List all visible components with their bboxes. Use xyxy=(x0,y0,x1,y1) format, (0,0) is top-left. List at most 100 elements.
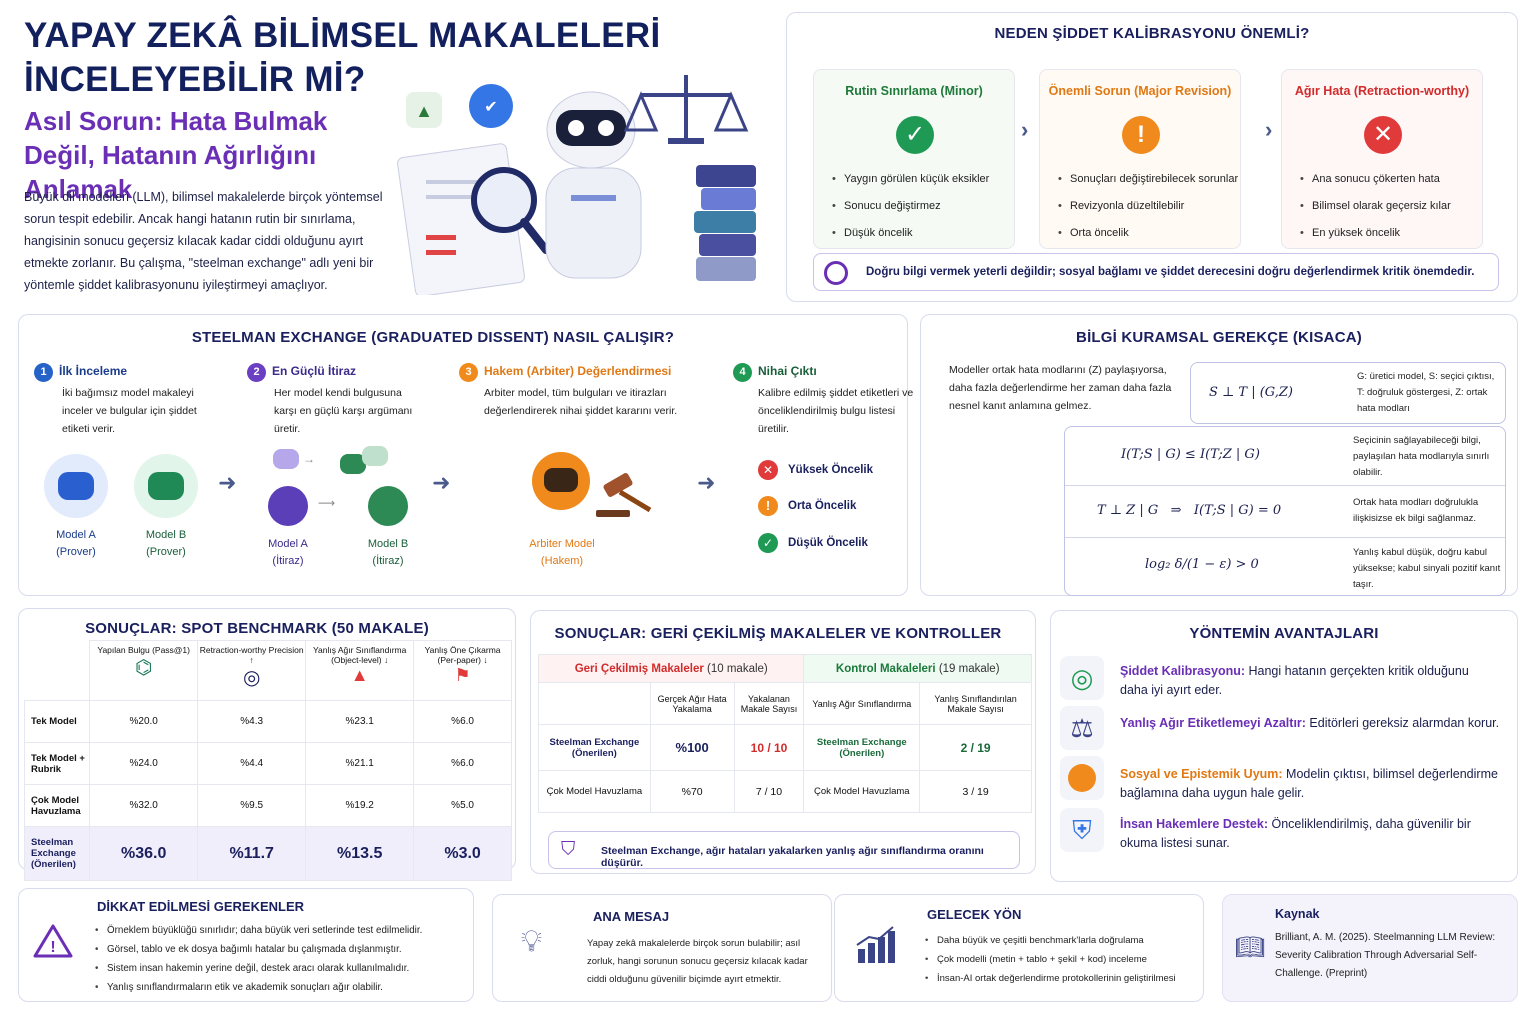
step-4-title: 4 Nihai Çıktı xyxy=(733,363,817,382)
cautions-panel: ! DİKKAT EDİLMESİ GEREKENLER Örneklem bü… xyxy=(18,888,474,1002)
why-note-text: Doğru bilgi vermek yeterli değildir; sos… xyxy=(866,266,1475,278)
shield-icon: ⛉ xyxy=(561,839,576,860)
list-item: Yanlış sınıflandırmaların etik ve akadem… xyxy=(95,978,422,997)
formula: I(T;S | G) ≤ I(T;Z | G) xyxy=(1121,447,1260,462)
future-panel: GELECEK YÖN Daha büyük ve çeşitli benchm… xyxy=(834,894,1204,1002)
arrow-right-icon: ➜ xyxy=(218,470,237,495)
formula-box-1: S ⊥ T | (G,Z) G: üretici model, S: seçic… xyxy=(1190,362,1506,424)
intro-text: Büyük dil modelleri (LLM), bilimsel maka… xyxy=(24,190,383,292)
growth-chart-icon xyxy=(856,926,895,963)
list-item: Sistem insan hakemin yerine değil, deste… xyxy=(95,959,422,978)
model-a-robot-icon xyxy=(44,454,108,518)
arrow-right-icon: → xyxy=(303,452,315,466)
check-icon: ✓ xyxy=(758,533,778,553)
main-subtitle: Asıl Sorun: Hata Bulmak Değil, Hatanın A… xyxy=(24,106,328,204)
arrow-right-icon: ➜ xyxy=(432,470,451,495)
table-row-highlight: Steelman Exchange (Önerilen) %36.0 %11.7 %1… xyxy=(23,826,512,881)
gavel-icon xyxy=(596,473,652,517)
advantage-item: Sosyal ve Epistemik Uyum: Modelin çıktıs… xyxy=(1120,767,1498,800)
arbiter-label: Arbiter Model (Hakem) xyxy=(529,538,595,567)
target-icon: ◎ xyxy=(1060,656,1104,700)
step-4-desc: Kalibre edilmiş şiddet etiketleri ve önc… xyxy=(758,387,914,435)
list-item: Sonuçları değiştirebilecek sorunlar xyxy=(1058,166,1238,193)
source-title: Kaynak xyxy=(1275,907,1320,921)
retracted-note: ⛉ Steelman Exchange, ağır hataları yakal… xyxy=(548,831,1020,869)
model-a-robot-icon xyxy=(268,486,308,526)
group-header-retracted: Geri Çekilmiş Makaleler (10 makale) xyxy=(537,654,805,683)
step-3-desc: Arbiter model, tüm bulguları ve itirazla… xyxy=(484,387,678,417)
step-2-desc: Her model kendi bulgusuna karşı en güçlü… xyxy=(274,387,413,435)
formula-box-2: I(T;S | G) ≤ I(T;Z | G) Seçicinin sağlay… xyxy=(1064,426,1506,596)
advantage-item: İnsan Hakemlere Destek: Önceliklendirilm… xyxy=(1120,817,1471,850)
shield-check-icon: ⛨ xyxy=(1060,808,1104,852)
list-item: Bilimsel olarak geçersiz kılar xyxy=(1300,193,1451,220)
formula-note: Seçicinin sağlayabileceği bilgi, paylaşı… xyxy=(1353,435,1490,478)
cautions-title: DİKKAT EDİLMESİ GEREKENLER xyxy=(97,899,305,914)
step-3-title: 3 Hakem (Arbiter) Değerlendirmesi xyxy=(459,363,671,382)
x-icon: ✕ xyxy=(1364,116,1402,154)
why-title: NEDEN ŞİDDET KALİBRASYONU ÖNEMLİ? xyxy=(994,25,1310,42)
formula-note: Ortak hata modları doğrulukla ilişkisizs… xyxy=(1353,497,1479,524)
people-icon xyxy=(1060,756,1104,800)
column-header: Yanlış Ağır Sınıflandırma (Object-level)… xyxy=(305,640,415,701)
list-item: En yüksek öncelik xyxy=(1300,220,1451,247)
arrow-right-icon: ⟶ xyxy=(318,496,336,510)
scale-icon: ⚖ xyxy=(1060,706,1104,750)
advantages-panel: YÖNTEMİN AVANTAJLARI xyxy=(1050,610,1518,882)
column-header: Yanlış Öne Çıkarma (Per-paper) ↓ ⚑ xyxy=(413,640,512,701)
theory-intro: Modeller ortak hata modlarını (Z) paylaş… xyxy=(949,364,1172,412)
svg-text:!: ! xyxy=(50,939,55,956)
list-item: Orta öncelik xyxy=(1058,220,1238,247)
list-item: Yaygın görülen küçük eksikler xyxy=(832,166,989,193)
speech-bubble-icon xyxy=(273,449,299,469)
list-item: Daha büyük ve çeşitli benchmark'larla do… xyxy=(925,931,1176,950)
exclamation-icon: ! xyxy=(1122,116,1160,154)
output-low: Düşük Öncelik xyxy=(788,537,868,549)
svg-text:▲: ▲ xyxy=(415,101,433,121)
model-a-label: Model A (Prover) xyxy=(56,529,96,558)
list-item: Örneklem büyüklüğü sınırlıdır; daha büyü… xyxy=(95,921,422,940)
speech-bubble-icon xyxy=(362,446,388,466)
severity-card-major: Önemli Sorun (Major Revision) ! Sonuçlar… xyxy=(1039,69,1241,249)
target-icon xyxy=(824,261,848,285)
list-item: İnsan-AI ortak değerlendirme protokoller… xyxy=(925,969,1176,988)
model-b-label: Model B (Prover) xyxy=(145,529,187,558)
step-1-desc: İki bağımsız model makaleyi inceler ve b… xyxy=(62,387,197,435)
list-item: Sonucu değiştirmez xyxy=(832,193,989,220)
retracted-title: SONUÇLAR: GERİ ÇEKİLMİŞ MAKALELER VE KON… xyxy=(554,625,1002,642)
model-b-robot-icon xyxy=(368,486,408,526)
steelman-title: STEELMAN EXCHANGE (GRADUATED DISSENT) NA… xyxy=(191,329,675,346)
column-header: Retraction-worthy Precision ↑ ◎ xyxy=(197,640,307,701)
speech-bubble-icon xyxy=(340,454,366,474)
why-note: Doğru bilgi vermek yeterli değildir; sos… xyxy=(813,253,1499,291)
severity-card-retraction: Ağır Hata (Retraction-worthy) ✕ Ana sonu… xyxy=(1281,69,1483,249)
column-header: Yapılan Bulgu (Pass@1) ⌬ xyxy=(89,640,199,701)
advantage-item: Şiddet Kalibrasyonu: Hangi hatanın gerçe… xyxy=(1120,664,1469,697)
table-row: Tek Model + Rubrik %24.0 %4.4 %21.1 %6.0 xyxy=(23,742,512,785)
robot-reviewer-illustration: ▲ ✔ xyxy=(397,75,756,295)
target-icon: ◎ xyxy=(242,667,261,689)
warning-icon: ▲ xyxy=(350,665,369,685)
x-icon: ✕ xyxy=(758,460,778,480)
lightbulb-icon: 💡︎ xyxy=(521,925,542,958)
column-header: Yakalanan Makale Sayısı xyxy=(733,682,805,725)
why-panel: NEDEN ŞİDDET KALİBRASYONU ÖNEMLİ? Rutin … xyxy=(786,12,1518,302)
check-icon: ✓ xyxy=(896,116,934,154)
flag-icon: ⚑ xyxy=(454,665,471,685)
list-item: Revizyonla düzeltilebilir xyxy=(1058,193,1238,220)
formula-note: Yanlış kabul düşük, doğru kabul yüksekse… xyxy=(1353,547,1501,590)
source-text: Brilliant, A. M. (2025). Steelmanning LL… xyxy=(1275,932,1496,979)
list-item: Çok modelli (metin + tablo + şekil + kod… xyxy=(925,950,1176,969)
severity-card-title: Önemli Sorun (Major Revision) xyxy=(1048,84,1232,98)
model-a-itiraz-label: Model A (İtiraz) xyxy=(268,538,308,567)
formula: T ⊥ Z | G ⇒ I(T;S | G) = 0 xyxy=(1097,503,1282,518)
model-b-itiraz-label: Model B (İtiraz) xyxy=(367,538,409,567)
message-panel: 💡︎ ANA MESAJ Yapay zekâ makalelerde birç… xyxy=(492,894,832,1002)
exclamation-icon: ! xyxy=(758,496,778,516)
future-title: GELECEK YÖN xyxy=(927,907,1022,922)
step-1-title: 1 İlk İnceleme xyxy=(34,363,127,382)
severity-card-minor: Rutin Sınırlama (Minor) ✓ Yaygın görülen… xyxy=(813,69,1015,249)
formula: log₂ δ/(1 − ε) > 0 xyxy=(1145,557,1259,572)
column-header: Gerçek Ağır Hata Yakalama xyxy=(649,682,735,725)
main-title: YAPAY ZEKÂ BİLİMSEL MAKALELERİ İNCELEYEB… xyxy=(24,16,661,99)
